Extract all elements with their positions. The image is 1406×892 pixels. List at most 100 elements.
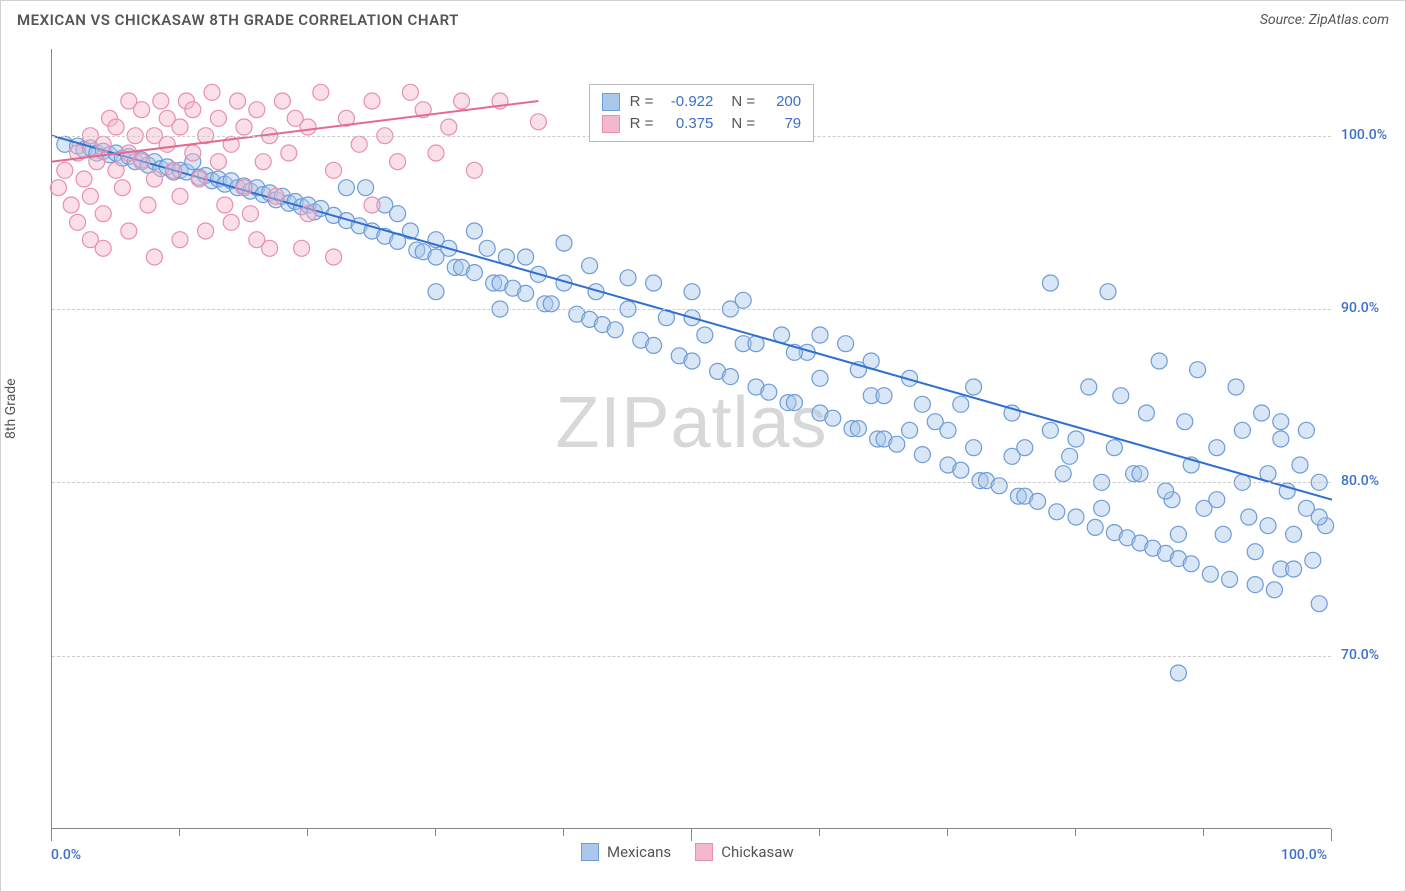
data-point xyxy=(1062,448,1078,464)
legend-swatch xyxy=(695,843,713,861)
chart-container: MEXICAN VS CHICKASAW 8TH GRADE CORRELATI… xyxy=(0,0,1406,892)
y-axis-label: 8th Grade xyxy=(3,378,19,439)
data-point xyxy=(889,436,905,452)
stats-row: R =0.375N =79 xyxy=(602,113,802,135)
data-point xyxy=(441,119,457,135)
data-point xyxy=(326,249,342,265)
y-tick-label: 100.0% xyxy=(1341,127,1387,143)
data-point xyxy=(735,292,751,308)
x-tick xyxy=(179,829,180,836)
data-point xyxy=(1170,665,1186,681)
data-point xyxy=(1055,466,1071,482)
stats-row: R =-0.922N =200 xyxy=(602,91,802,113)
x-tick xyxy=(947,829,948,836)
legend-swatch xyxy=(602,93,620,111)
data-point xyxy=(1132,466,1148,482)
data-point xyxy=(76,171,92,187)
header: MEXICAN VS CHICKASAW 8TH GRADE CORRELATI… xyxy=(1,1,1405,35)
data-point xyxy=(1106,440,1122,456)
data-point xyxy=(607,322,623,338)
data-point xyxy=(121,223,137,239)
data-point xyxy=(249,102,265,118)
gridline xyxy=(52,656,1331,657)
data-point xyxy=(1292,457,1308,473)
data-point xyxy=(108,162,124,178)
data-point xyxy=(236,180,252,196)
x-tick xyxy=(1331,829,1332,841)
data-point xyxy=(153,93,169,109)
x-tick xyxy=(1203,829,1204,836)
data-point xyxy=(1298,422,1314,438)
stat-r-value: -0.922 xyxy=(663,93,713,110)
legend-item: Chickasaw xyxy=(695,843,793,861)
data-point xyxy=(70,214,86,230)
data-point xyxy=(761,384,777,400)
plot-area: ZIPatlas xyxy=(51,49,1331,829)
data-point xyxy=(966,440,982,456)
data-point xyxy=(1151,353,1167,369)
scatter-svg xyxy=(52,49,1332,829)
data-point xyxy=(1177,414,1193,430)
data-point xyxy=(95,206,111,222)
data-point xyxy=(210,110,226,126)
data-point xyxy=(1209,440,1225,456)
data-point xyxy=(1068,431,1084,447)
data-point xyxy=(518,249,534,265)
data-point xyxy=(146,171,162,187)
data-point xyxy=(95,240,111,256)
data-point xyxy=(242,206,258,222)
data-point xyxy=(281,145,297,161)
data-point xyxy=(204,84,220,100)
legend-swatch xyxy=(581,843,599,861)
x-tick xyxy=(691,829,692,841)
data-point xyxy=(1209,492,1225,508)
legend-label: Chickasaw xyxy=(721,843,793,861)
data-point xyxy=(1030,493,1046,509)
data-point xyxy=(1138,405,1154,421)
y-tick-label: 90.0% xyxy=(1341,300,1379,316)
data-point xyxy=(300,206,316,222)
stat-r-label: R = xyxy=(630,93,654,110)
stat-r-label: R = xyxy=(630,115,654,132)
data-point xyxy=(210,154,226,170)
stat-n-value: 200 xyxy=(765,93,801,110)
chart-title: MEXICAN VS CHICKASAW 8TH GRADE CORRELATI… xyxy=(17,11,459,29)
data-point xyxy=(1311,509,1327,525)
data-point xyxy=(953,462,969,478)
data-point xyxy=(294,240,310,256)
data-point xyxy=(620,270,636,286)
x-tick xyxy=(51,829,52,841)
data-point xyxy=(518,285,534,301)
data-point xyxy=(236,119,252,135)
data-point xyxy=(57,162,73,178)
data-point xyxy=(966,379,982,395)
data-point xyxy=(697,327,713,343)
data-point xyxy=(1113,388,1129,404)
data-point xyxy=(940,422,956,438)
data-point xyxy=(326,162,342,178)
stats-box: R =-0.922N =200R =0.375N =79 xyxy=(589,84,815,142)
data-point xyxy=(902,422,918,438)
data-point xyxy=(1286,561,1302,577)
data-point xyxy=(262,240,278,256)
data-point xyxy=(1190,362,1206,378)
data-point xyxy=(1228,379,1244,395)
data-point xyxy=(191,171,207,187)
data-point xyxy=(134,154,150,170)
data-point xyxy=(390,154,406,170)
data-point xyxy=(223,214,239,230)
data-point xyxy=(825,410,841,426)
x-tick xyxy=(307,829,308,836)
data-point xyxy=(146,249,162,265)
data-point xyxy=(185,145,201,161)
data-point xyxy=(1241,509,1257,525)
data-point xyxy=(364,197,380,213)
data-point xyxy=(1254,405,1270,421)
data-point xyxy=(95,136,111,152)
data-point xyxy=(812,370,828,386)
data-point xyxy=(140,197,156,213)
data-point xyxy=(722,369,738,385)
data-point xyxy=(530,114,546,130)
legend-swatch xyxy=(602,115,620,133)
x-tick xyxy=(563,829,564,836)
